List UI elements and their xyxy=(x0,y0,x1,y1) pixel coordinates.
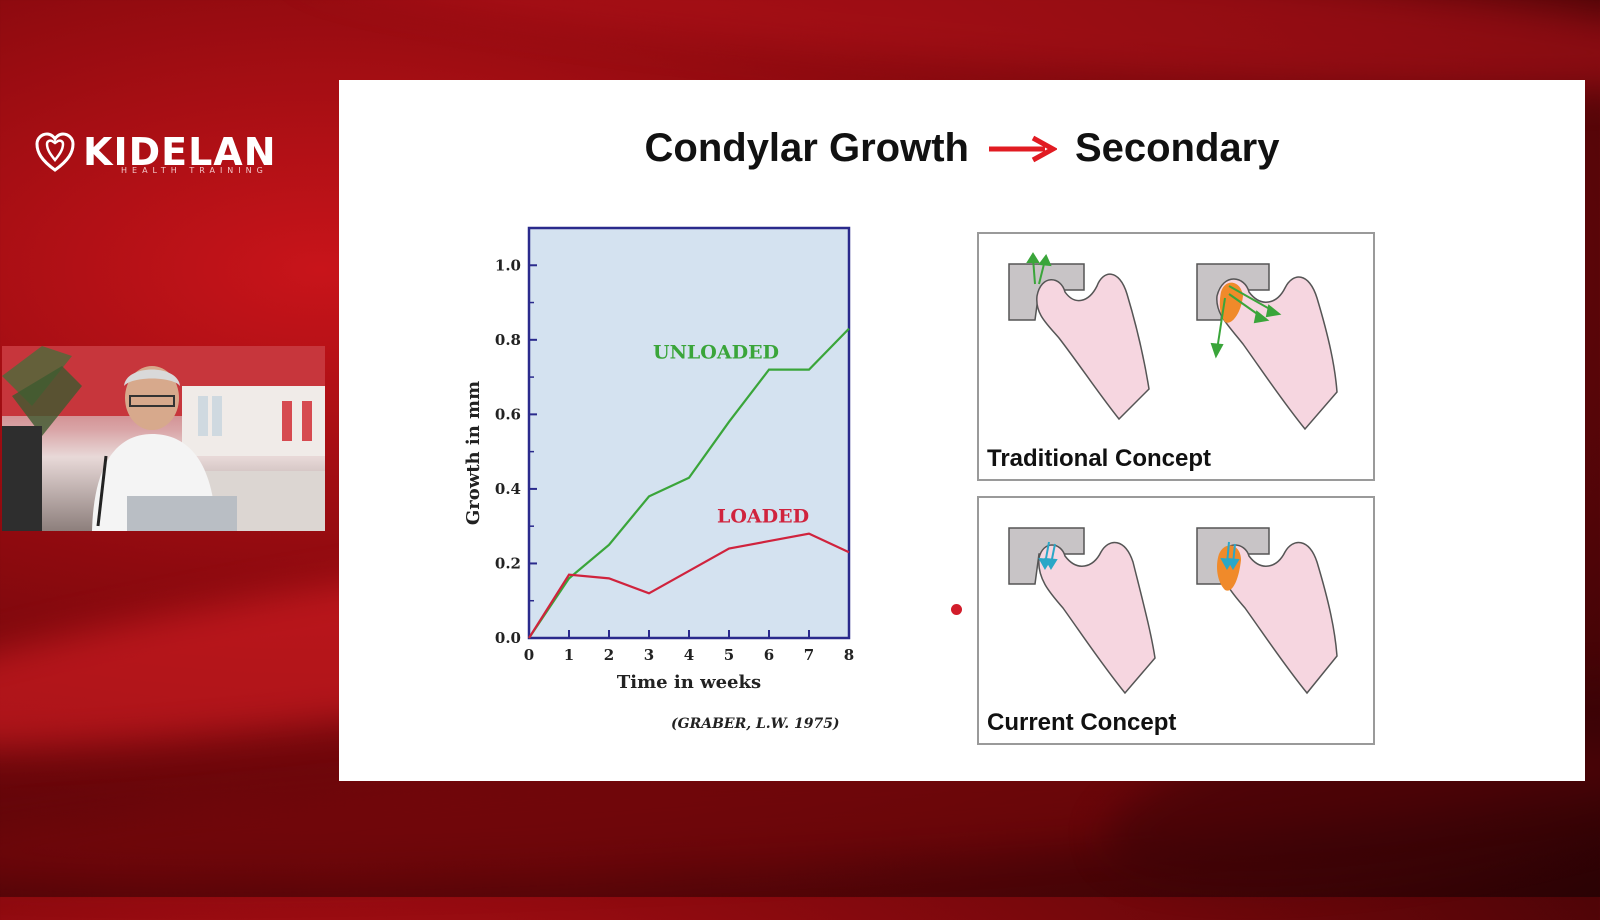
right-arrow-icon xyxy=(987,135,1057,163)
y-tick-label: 0.6 xyxy=(495,405,521,423)
title-right: Secondary xyxy=(1075,126,1280,171)
slide-title: Condylar Growth Secondary xyxy=(339,126,1585,171)
panel-label: Traditional Concept xyxy=(987,445,1211,473)
y-axis-label: Growth in mm xyxy=(463,381,484,525)
brand-logo: KIDELAN HEALTH TRAINING xyxy=(33,130,277,174)
series-label-unloaded: UNLOADED xyxy=(653,341,779,363)
y-tick-label: 0.2 xyxy=(495,554,521,572)
series-label-loaded: LOADED xyxy=(717,505,809,527)
traditional-concept-diagram xyxy=(979,234,1373,434)
x-tick-label: 5 xyxy=(724,646,734,664)
y-tick-label: 1.0 xyxy=(495,256,521,274)
plot-area xyxy=(529,228,849,638)
x-tick-label: 6 xyxy=(764,646,774,664)
presentation-slide: Condylar Growth Secondary 0.0 0.2 0.4 0.6 0.… xyxy=(339,80,1585,781)
x-tick-label: 2 xyxy=(604,646,614,664)
y-tick-label: 0.8 xyxy=(495,331,521,349)
x-tick-label: 8 xyxy=(844,646,854,664)
x-tick-label: 0 xyxy=(524,646,534,664)
title-left: Condylar Growth xyxy=(645,126,969,171)
heart-tooth-icon xyxy=(33,130,77,174)
x-tick-label: 7 xyxy=(804,646,814,664)
laser-pointer-dot xyxy=(951,604,962,615)
x-axis-label: Time in weeks xyxy=(617,672,761,693)
traditional-concept-panel: Traditional Concept xyxy=(977,232,1375,481)
panel-label: Current Concept xyxy=(987,709,1176,737)
current-concept-panel: Current Concept xyxy=(977,496,1375,745)
brand-tagline: HEALTH TRAINING xyxy=(121,166,268,175)
x-tick-label: 4 xyxy=(684,646,694,664)
y-tick-label: 0.0 xyxy=(495,629,521,647)
y-tick-label: 0.4 xyxy=(495,480,521,498)
x-tick-label: 3 xyxy=(644,646,654,664)
presenter-webcam xyxy=(2,346,325,531)
presenter-video-frame xyxy=(2,346,325,531)
chart-citation: (GRABER, L.W. 1975) xyxy=(671,716,840,732)
current-concept-diagram xyxy=(979,498,1373,698)
x-tick-label: 1 xyxy=(564,646,574,664)
